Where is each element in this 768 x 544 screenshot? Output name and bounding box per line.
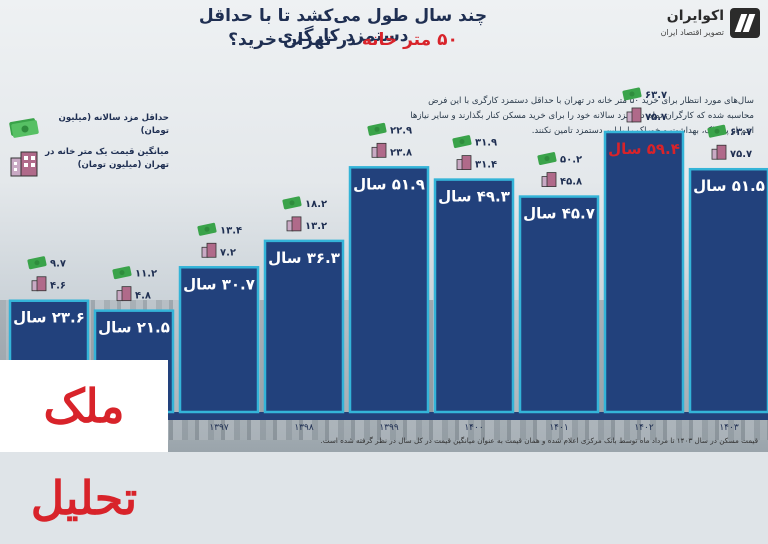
building-icon	[626, 107, 642, 123]
bar-value-label: ۵۹.۴ سال	[608, 140, 680, 158]
building-icon	[116, 286, 132, 302]
money-icon	[112, 266, 132, 280]
building-icon	[201, 242, 217, 258]
bar	[433, 178, 515, 414]
money-icon	[537, 152, 557, 166]
money-icon	[27, 256, 47, 270]
bar	[348, 166, 430, 414]
legend-price: میانگین قیمت یک متر خانه در تهران (میلیو…	[8, 146, 169, 178]
bar-value-label: ۲۳.۶ سال	[13, 309, 85, 327]
money-icon	[367, 122, 387, 136]
building-icon	[371, 142, 387, 158]
price-label: ۴.۶	[50, 281, 66, 292]
year-tick-label: ۱۴۰۲	[634, 423, 654, 433]
money-icon	[197, 222, 217, 236]
building-icon	[31, 276, 47, 292]
building-icon	[541, 172, 557, 187]
bar-value-label: ۵۱.۵ سال	[693, 177, 765, 195]
logo-name: اکوایران	[666, 8, 724, 24]
bar	[518, 195, 600, 414]
money-icon	[9, 118, 39, 138]
year-tick-label: ۱۳۹۸	[294, 423, 314, 433]
building-icon	[286, 216, 302, 232]
wage-label: ۱۱.۲	[135, 269, 157, 280]
building-icon	[456, 155, 472, 170]
wage-label: ۶۳.۷	[645, 90, 667, 101]
wage-label: ۵۰.۲	[560, 155, 582, 166]
building-icon	[711, 144, 727, 160]
price-label: ۷.۲	[220, 247, 236, 258]
logo-tagline: تصویر اقتصاد ایران	[660, 28, 724, 37]
bar-value-label: ۲۱.۵ سال	[98, 319, 170, 337]
bar-value-label: ۴۹.۳ سال	[438, 188, 510, 206]
legend-wage-label: حداقل مزد سالانه (میلیون تومان)	[58, 113, 169, 136]
bar	[688, 167, 768, 414]
money-icon	[707, 124, 727, 138]
legend-price-label: میانگین قیمت یک متر خانه در تهران (میلیو…	[45, 147, 169, 170]
bar	[603, 130, 685, 414]
building-icon	[10, 151, 38, 177]
price-label: ۱۳.۲	[305, 221, 327, 232]
logo-mark-icon	[730, 8, 760, 38]
year-tick-label: ۱۳۹۷	[209, 423, 229, 433]
year-tick-label: ۱۴۰۰	[464, 423, 483, 433]
wage-label: ۱۳.۴	[220, 225, 242, 236]
year-tick-label: ۱۴۰۱	[549, 423, 568, 433]
bar	[263, 239, 345, 414]
wage-label: ۹.۷	[50, 259, 66, 270]
bar-value-label: ۵۱.۹ سال	[353, 175, 425, 193]
wage-label: ۶۳.۷	[730, 127, 752, 138]
money-icon	[282, 196, 302, 210]
price-label: ۲۳.۸	[390, 147, 412, 158]
wage-label: ۱۸.۲	[305, 199, 327, 210]
bar	[178, 266, 260, 414]
wage-label: ۳۱.۹	[475, 138, 497, 149]
price-label: ۳۱.۴	[475, 160, 497, 171]
wage-label: ۲۲.۹	[390, 125, 412, 136]
chart-title-line2: ۵۰ متر خانه در تهران خرید؟	[178, 30, 508, 50]
bar-value-label: ۳۰.۷ سال	[183, 275, 255, 293]
price-label: ۷۵.۷	[730, 149, 752, 160]
legend-wage: حداقل مزد سالانه (میلیون تومان)	[8, 112, 169, 144]
year-tick-label: ۱۳۹۹	[379, 423, 399, 433]
title-highlight: ۵۰ متر خانه	[361, 30, 458, 50]
chart-baseline	[0, 412, 768, 420]
title-rest: در تهران خرید؟	[228, 30, 362, 50]
price-label: ۷۵.۷	[645, 112, 667, 123]
price-label: ۴.۸	[135, 291, 151, 302]
price-label: ۴۵.۸	[560, 177, 582, 188]
money-icon	[452, 135, 472, 149]
money-icon	[622, 87, 642, 101]
ecoiran-logo: اکوایران تصویر اقتصاد ایران	[640, 6, 760, 46]
brand-text: ملک تحلیل	[30, 379, 138, 525]
year-tick-label: ۱۴۰۳	[719, 423, 739, 433]
chart-title-line1: چند سال طول می‌کشد تا با حداقل دستمزد کا…	[198, 6, 488, 46]
bar-value-label: ۴۵.۷ سال	[523, 205, 595, 223]
bar-value-label: ۳۶.۳ سال	[268, 249, 340, 267]
footnote: قیمت مسکن در سال ۱۴۰۳ تا مرداد ماه توسط …	[320, 436, 758, 445]
